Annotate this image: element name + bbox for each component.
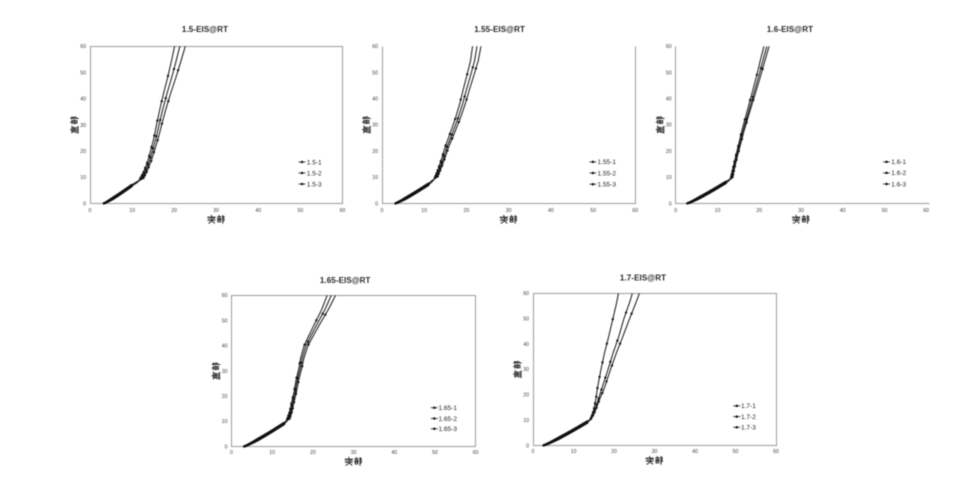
svg-text:10: 10 [715, 208, 721, 214]
svg-text:60: 60 [666, 44, 672, 50]
svg-text:40: 40 [692, 449, 698, 455]
svg-text:20: 20 [310, 450, 316, 456]
svg-text:60: 60 [80, 44, 86, 50]
svg-text:1.6-1: 1.6-1 [891, 159, 906, 166]
svg-text:10: 10 [222, 419, 228, 425]
svg-text:10: 10 [523, 418, 529, 424]
svg-text:10: 10 [421, 208, 427, 214]
svg-text:10: 10 [666, 175, 672, 181]
svg-text:0: 0 [375, 201, 378, 207]
svg-text:20: 20 [222, 394, 228, 400]
svg-text:10: 10 [129, 208, 135, 214]
svg-text:0: 0 [225, 444, 228, 450]
svg-text:0: 0 [532, 449, 535, 455]
svg-text:40: 40 [391, 450, 397, 456]
svg-text:20: 20 [372, 149, 378, 155]
svg-text:1.6-3: 1.6-3 [891, 181, 906, 188]
svg-text:20: 20 [523, 393, 529, 399]
svg-text:20: 20 [464, 208, 470, 214]
svg-text:0: 0 [381, 208, 384, 214]
svg-text:1.55-EIS@RT: 1.55-EIS@RT [474, 25, 525, 34]
svg-text:1.6-2: 1.6-2 [891, 170, 906, 177]
svg-text:60: 60 [523, 291, 529, 297]
svg-text:20: 20 [171, 208, 177, 214]
svg-text:20: 20 [756, 208, 762, 214]
svg-text:1.5-2: 1.5-2 [307, 170, 322, 177]
svg-text:30: 30 [222, 369, 228, 375]
svg-text:1.7-1: 1.7-1 [741, 403, 756, 410]
svg-text:30: 30 [213, 208, 219, 214]
svg-text:60: 60 [372, 44, 378, 50]
svg-text:20: 20 [611, 449, 617, 455]
svg-text:40: 40 [840, 208, 846, 214]
svg-text:1.65-EIS@RT: 1.65-EIS@RT [320, 276, 371, 285]
svg-text:50: 50 [882, 208, 888, 214]
svg-text:1.6-EIS@RT: 1.6-EIS@RT [767, 25, 813, 34]
svg-text:50: 50 [590, 208, 596, 214]
svg-text:60: 60 [222, 293, 228, 299]
svg-text:60: 60 [340, 208, 346, 214]
svg-text:40: 40 [255, 208, 261, 214]
svg-text:50: 50 [733, 449, 739, 455]
svg-text:40: 40 [80, 97, 86, 103]
svg-text:0: 0 [674, 208, 677, 214]
svg-text:60: 60 [632, 208, 638, 214]
svg-text:50: 50 [666, 70, 672, 76]
svg-text:1.65-3: 1.65-3 [439, 426, 458, 433]
svg-text:60: 60 [923, 208, 929, 214]
svg-text:1.55-2: 1.55-2 [598, 170, 617, 177]
svg-text:50: 50 [222, 318, 228, 324]
svg-text:40: 40 [222, 344, 228, 350]
svg-text:60: 60 [473, 450, 479, 456]
svg-text:50: 50 [298, 208, 304, 214]
svg-text:60: 60 [773, 449, 779, 455]
svg-text:40: 40 [372, 97, 378, 103]
svg-text:1.55-3: 1.55-3 [598, 182, 617, 189]
svg-text:10: 10 [80, 175, 86, 181]
svg-text:40: 40 [548, 208, 554, 214]
svg-text:30: 30 [666, 123, 672, 129]
svg-text:1.65-1: 1.65-1 [439, 405, 458, 412]
svg-text:30: 30 [351, 450, 357, 456]
svg-text:30: 30 [506, 208, 512, 214]
svg-text:20: 20 [666, 149, 672, 155]
svg-text:0: 0 [669, 201, 672, 207]
svg-text:10: 10 [269, 450, 275, 456]
svg-text:30: 30 [372, 123, 378, 129]
svg-text:1.5-EIS@RT: 1.5-EIS@RT [182, 25, 228, 34]
svg-text:30: 30 [523, 367, 529, 373]
svg-text:1.7-EIS@RT: 1.7-EIS@RT [620, 274, 666, 283]
svg-text:0: 0 [526, 443, 529, 449]
svg-text:10: 10 [571, 449, 577, 455]
svg-text:1.5-3: 1.5-3 [307, 181, 322, 188]
svg-text:40: 40 [523, 342, 529, 348]
svg-text:1.5-1: 1.5-1 [307, 159, 322, 166]
svg-text:0: 0 [230, 450, 233, 456]
svg-text:50: 50 [372, 70, 378, 76]
svg-text:0: 0 [89, 208, 92, 214]
svg-text:50: 50 [523, 317, 529, 323]
svg-text:40: 40 [666, 97, 672, 103]
svg-text:10: 10 [372, 175, 378, 181]
svg-text:50: 50 [432, 450, 438, 456]
svg-text:1.7-3: 1.7-3 [741, 425, 756, 432]
svg-text:1.55-1: 1.55-1 [598, 159, 617, 166]
svg-text:50: 50 [80, 70, 86, 76]
svg-text:30: 30 [80, 123, 86, 129]
svg-text:0: 0 [83, 201, 86, 207]
svg-text:30: 30 [798, 208, 804, 214]
svg-text:1.7-2: 1.7-2 [741, 414, 756, 421]
svg-text:1.65-2: 1.65-2 [439, 416, 458, 423]
svg-text:30: 30 [652, 449, 658, 455]
svg-text:20: 20 [80, 149, 86, 155]
